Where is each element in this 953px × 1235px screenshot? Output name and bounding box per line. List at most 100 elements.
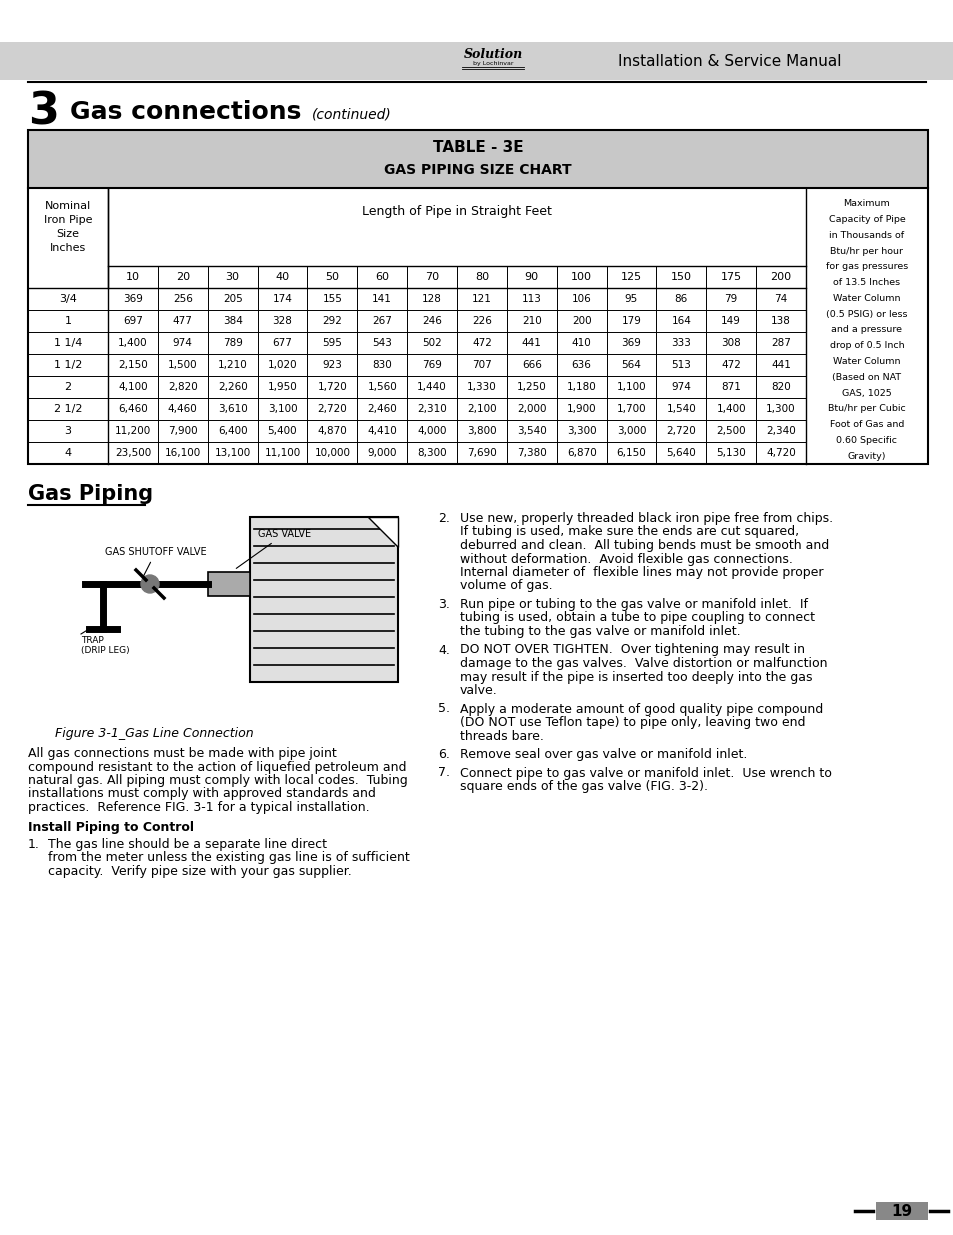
Text: 2,100: 2,100	[467, 404, 497, 414]
Text: by Lochinvar: by Lochinvar	[473, 61, 513, 65]
Text: 138: 138	[770, 316, 790, 326]
Text: 4.: 4.	[437, 643, 450, 657]
Text: GAS VALVE: GAS VALVE	[236, 529, 311, 568]
Text: 1,500: 1,500	[168, 359, 197, 370]
Text: 164: 164	[671, 316, 691, 326]
Text: capacity.  Verify pipe size with your gas supplier.: capacity. Verify pipe size with your gas…	[48, 864, 352, 878]
Text: 3,800: 3,800	[467, 426, 497, 436]
Text: 871: 871	[720, 382, 740, 391]
Text: 80: 80	[475, 272, 489, 282]
Text: 113: 113	[521, 294, 541, 304]
Text: Remove seal over gas valve or manifold inlet.: Remove seal over gas valve or manifold i…	[459, 748, 746, 761]
Text: 226: 226	[472, 316, 492, 326]
Text: Foot of Gas and: Foot of Gas and	[829, 420, 903, 429]
Text: 100: 100	[571, 272, 592, 282]
Text: (continued): (continued)	[312, 107, 392, 122]
Text: 90: 90	[524, 272, 538, 282]
Text: 1,400: 1,400	[716, 404, 745, 414]
Text: 308: 308	[720, 338, 740, 348]
Text: TRAP: TRAP	[81, 636, 104, 645]
Text: 1,720: 1,720	[317, 382, 347, 391]
Text: from the meter unless the existing gas line is of sufficient: from the meter unless the existing gas l…	[48, 851, 410, 864]
Text: 636: 636	[571, 359, 591, 370]
Text: 5.: 5.	[437, 703, 450, 715]
Text: installations must comply with approved standards and: installations must comply with approved …	[28, 788, 375, 800]
Text: 210: 210	[521, 316, 541, 326]
Text: 1,900: 1,900	[566, 404, 596, 414]
Bar	[28, 130, 927, 464]
Text: 1,100: 1,100	[616, 382, 645, 391]
Text: 502: 502	[422, 338, 441, 348]
Text: 2,820: 2,820	[168, 382, 197, 391]
Text: 666: 666	[521, 359, 541, 370]
Text: Apply a moderate amount of good quality pipe compound: Apply a moderate amount of good quality …	[459, 703, 822, 715]
Text: 5,400: 5,400	[268, 426, 297, 436]
Text: 2,500: 2,500	[716, 426, 745, 436]
Text: 174: 174	[273, 294, 293, 304]
Text: natural gas. All piping must comply with local codes.  Tubing: natural gas. All piping must comply with…	[28, 774, 407, 787]
Text: 1,210: 1,210	[217, 359, 247, 370]
Text: Gas connections: Gas connections	[70, 100, 301, 124]
Text: 3,540: 3,540	[517, 426, 546, 436]
Text: without deformation.  Avoid flexible gas connections.: without deformation. Avoid flexible gas …	[459, 552, 792, 566]
Text: Installation & Service Manual: Installation & Service Manual	[618, 53, 841, 68]
Text: GAS, 1025: GAS, 1025	[841, 389, 891, 398]
Text: 2.: 2.	[437, 513, 450, 525]
Text: Solution: Solution	[463, 47, 522, 61]
Text: 175: 175	[720, 272, 741, 282]
Text: 384: 384	[222, 316, 242, 326]
Text: 2,720: 2,720	[666, 426, 696, 436]
Text: 2: 2	[65, 382, 71, 391]
Text: The gas line should be a separate line direct: The gas line should be a separate line d…	[48, 839, 327, 851]
Text: 179: 179	[621, 316, 640, 326]
Text: damage to the gas valves.  Valve distortion or malfunction: damage to the gas valves. Valve distorti…	[459, 657, 826, 671]
Text: 1.: 1.	[28, 839, 40, 851]
Text: 8,300: 8,300	[416, 448, 446, 458]
Text: 150: 150	[670, 272, 691, 282]
Text: 4,460: 4,460	[168, 404, 197, 414]
Text: 11,100: 11,100	[264, 448, 300, 458]
Text: 20: 20	[175, 272, 190, 282]
Text: 6,400: 6,400	[217, 426, 247, 436]
Text: (DRIP LEG): (DRIP LEG)	[81, 646, 130, 655]
Text: All gas connections must be made with pipe joint: All gas connections must be made with pi…	[28, 747, 336, 760]
Text: 200: 200	[770, 272, 791, 282]
Text: Use new, properly threaded black iron pipe free from chips.: Use new, properly threaded black iron pi…	[459, 513, 832, 525]
Text: 11,200: 11,200	[114, 426, 151, 436]
Text: (DO NOT use Teflon tape) to pipe only, leaving two end: (DO NOT use Teflon tape) to pipe only, l…	[459, 716, 804, 729]
Text: practices.  Reference FIG. 3-1 for a typical installation.: practices. Reference FIG. 3-1 for a typi…	[28, 802, 369, 814]
Text: 149: 149	[720, 316, 740, 326]
Text: valve.: valve.	[459, 684, 497, 697]
Polygon shape	[368, 517, 397, 547]
Text: GAS SHUTOFF VALVE: GAS SHUTOFF VALVE	[105, 547, 207, 577]
Text: 3.: 3.	[437, 598, 450, 611]
Text: 0.60 Specific: 0.60 Specific	[836, 436, 897, 445]
Text: 50: 50	[325, 272, 339, 282]
Bar	[28, 130, 927, 464]
Text: drop of 0.5 Inch: drop of 0.5 Inch	[829, 341, 903, 351]
Text: 246: 246	[421, 316, 441, 326]
Text: 4: 4	[65, 448, 71, 458]
Text: 86: 86	[674, 294, 687, 304]
Text: 677: 677	[273, 338, 293, 348]
Text: 106: 106	[571, 294, 591, 304]
Text: 769: 769	[421, 359, 441, 370]
Text: If tubing is used, make sure the ends are cut squared,: If tubing is used, make sure the ends ar…	[459, 526, 799, 538]
Text: Length of Pipe in Straight Feet: Length of Pipe in Straight Feet	[362, 205, 552, 219]
Text: 1,540: 1,540	[666, 404, 696, 414]
Text: (0.5 PSIG) or less: (0.5 PSIG) or less	[825, 310, 907, 319]
Text: DO NOT OVER TIGHTEN.  Over tightening may result in: DO NOT OVER TIGHTEN. Over tightening may…	[459, 643, 804, 657]
Text: 267: 267	[372, 316, 392, 326]
Text: GAS PIPING SIZE CHART: GAS PIPING SIZE CHART	[384, 163, 571, 177]
Text: 1,020: 1,020	[268, 359, 297, 370]
Text: 5,640: 5,640	[666, 448, 696, 458]
Text: 6.: 6.	[437, 748, 450, 761]
Text: 477: 477	[172, 316, 193, 326]
Text: 3/4: 3/4	[59, 294, 77, 304]
Text: Water Column: Water Column	[832, 294, 900, 303]
Text: 369: 369	[123, 294, 143, 304]
Text: in Thousands of: in Thousands of	[828, 231, 903, 240]
Text: 3,000: 3,000	[616, 426, 645, 436]
Text: 205: 205	[223, 294, 242, 304]
Text: 4,870: 4,870	[317, 426, 347, 436]
